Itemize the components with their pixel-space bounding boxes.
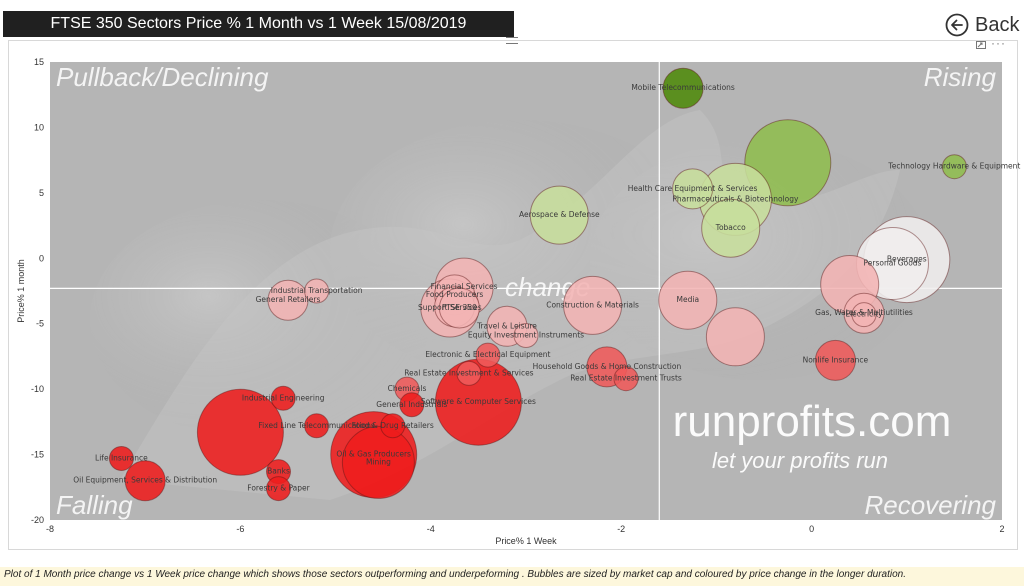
bubble-point — [456, 360, 482, 386]
focus-mode-icon[interactable] — [976, 41, 986, 49]
x-tick-label: 2 — [999, 524, 1004, 534]
bubble-point — [705, 307, 765, 367]
bubble-label: Electricity — [845, 310, 883, 319]
bubble-point — [475, 342, 501, 368]
x-tick-label: 0 — [809, 524, 814, 534]
bubble-label: Banks — [267, 467, 290, 476]
bubble-point — [941, 154, 967, 180]
bubble-label: Food & Drug Retailers — [352, 421, 434, 430]
bubble-point — [108, 446, 134, 471]
y-tick-label: 10 — [34, 122, 44, 132]
bubble-point — [513, 323, 539, 348]
bubble-point — [613, 366, 639, 392]
bubble-point — [701, 198, 761, 258]
bubble-label: Health Care Equipment & Services — [628, 184, 758, 193]
bubble-point — [658, 270, 718, 330]
bubble-label: Aerospace & Defense — [519, 210, 600, 219]
back-arrow-circle-icon — [945, 13, 969, 37]
bubble-label: Household Goods & Home Construction — [533, 362, 682, 371]
bubble-label: Real Estate Investment & Services — [404, 368, 533, 377]
bubble-label: Industrial Transportation — [271, 286, 363, 295]
bubble-point — [529, 185, 589, 245]
bubble-label: Pharmaceuticals & Biotechnology — [672, 194, 799, 203]
back-button[interactable]: Back — [945, 12, 1019, 38]
bubble-label: Oil Equipment, Services & Distribution — [73, 476, 217, 485]
bubble-point — [304, 413, 330, 439]
y-tick-label: -15 — [31, 450, 44, 460]
x-axis-label: Price% 1 Week — [495, 536, 557, 546]
quadrant-label-falling: Falling — [56, 490, 133, 520]
back-label: Back — [975, 13, 1020, 36]
y-tick-label: 15 — [34, 57, 44, 67]
quadrant-label-recovering: Recovering — [864, 490, 996, 520]
title-drag-handle[interactable] — [506, 37, 518, 44]
bubble-point — [662, 67, 704, 109]
bubble-point — [672, 168, 714, 210]
y-tick-label: -10 — [31, 384, 44, 394]
bubble-label: Food Producers — [426, 290, 484, 299]
bubble-point — [851, 302, 877, 328]
bubble-label: General Retailers — [256, 295, 321, 304]
quadrant-label-rising: Rising — [924, 62, 997, 92]
bubble-point — [380, 413, 406, 439]
bubble-point — [814, 339, 856, 381]
bubble-label: Forestry & Paper — [247, 484, 310, 493]
y-tick-label: 0 — [39, 253, 44, 263]
bubble-point — [270, 385, 296, 411]
y-tick-label: 5 — [39, 188, 44, 198]
chart-title: FTSE 350 Sectors Price % 1 Month vs 1 We… — [3, 11, 514, 37]
visual-container — [8, 40, 1018, 550]
bubble-label: Chemicals — [388, 384, 427, 393]
bubble-point — [267, 279, 309, 321]
bubble-label: Nonlife Insurance — [803, 355, 869, 364]
bubble-label: Media — [677, 295, 700, 304]
bubble-label: Travel & Leisure — [476, 321, 537, 330]
quadrant-label-pullback: Pullback/Declining — [56, 62, 269, 92]
bubble-point — [563, 275, 623, 335]
y-tick-label: -20 — [31, 515, 44, 525]
bubble-label: Oil & Gas Producers — [336, 450, 411, 459]
bubble-label: Beverages — [887, 255, 927, 264]
watermark-site: runprofits.com — [673, 397, 952, 446]
bubble-label: Gas, Water & Multiutilities — [815, 308, 913, 317]
bubble-label: Industrial Engineering — [242, 393, 325, 402]
bubble-label: Fixed Line Telecommunications — [258, 421, 374, 430]
bubble-label: Support Services — [418, 303, 482, 312]
chart-caption: Plot of 1 Month price change vs 1 Week p… — [4, 569, 906, 580]
bubble-point — [399, 392, 425, 418]
x-tick-label: -6 — [236, 524, 244, 534]
bubble-label: Personal Goods — [864, 259, 922, 268]
y-tick-label: -5 — [36, 319, 44, 329]
bubble-label: Construction & Materials — [546, 300, 639, 309]
y-axis-label: Price% 1 month — [16, 259, 26, 323]
bubble-label: Mining — [366, 457, 391, 466]
bubble-label: Life Insurance — [95, 454, 148, 463]
bubble-point — [304, 278, 330, 304]
bubble-label: General Industrials — [376, 400, 447, 409]
watermark-tagline: let your profits run — [712, 448, 888, 473]
bubble-point — [341, 425, 415, 499]
bubble-label: Technology Hardware & Equipment — [887, 162, 1020, 171]
bubble-point — [196, 388, 284, 476]
bubble-label: Real Estate Investment Trusts — [570, 374, 682, 383]
x-tick-label: -4 — [427, 524, 435, 534]
bubble-label: Financial Services — [431, 282, 498, 291]
bubble-point — [438, 287, 480, 329]
bubble-label: Software & Computer Services — [421, 397, 536, 406]
caption-bar: Plot of 1 Month price change vs 1 Week p… — [0, 567, 1024, 586]
x-tick-label: -2 — [617, 524, 625, 534]
bubble-label: Tobacco — [715, 223, 746, 232]
bubble-label: Mobile Telecommunications — [631, 83, 735, 92]
x-tick-label: -8 — [46, 524, 54, 534]
bubble-label: Equity Investment Instruments — [468, 331, 584, 340]
bubble-label: Electronic & Electrical Equipment — [425, 350, 550, 359]
bubble-point — [124, 460, 166, 502]
bubble-point — [266, 476, 291, 502]
bubble-label: FTSE 350 — [442, 303, 477, 312]
more-options-icon[interactable]: ··· — [991, 36, 1006, 50]
